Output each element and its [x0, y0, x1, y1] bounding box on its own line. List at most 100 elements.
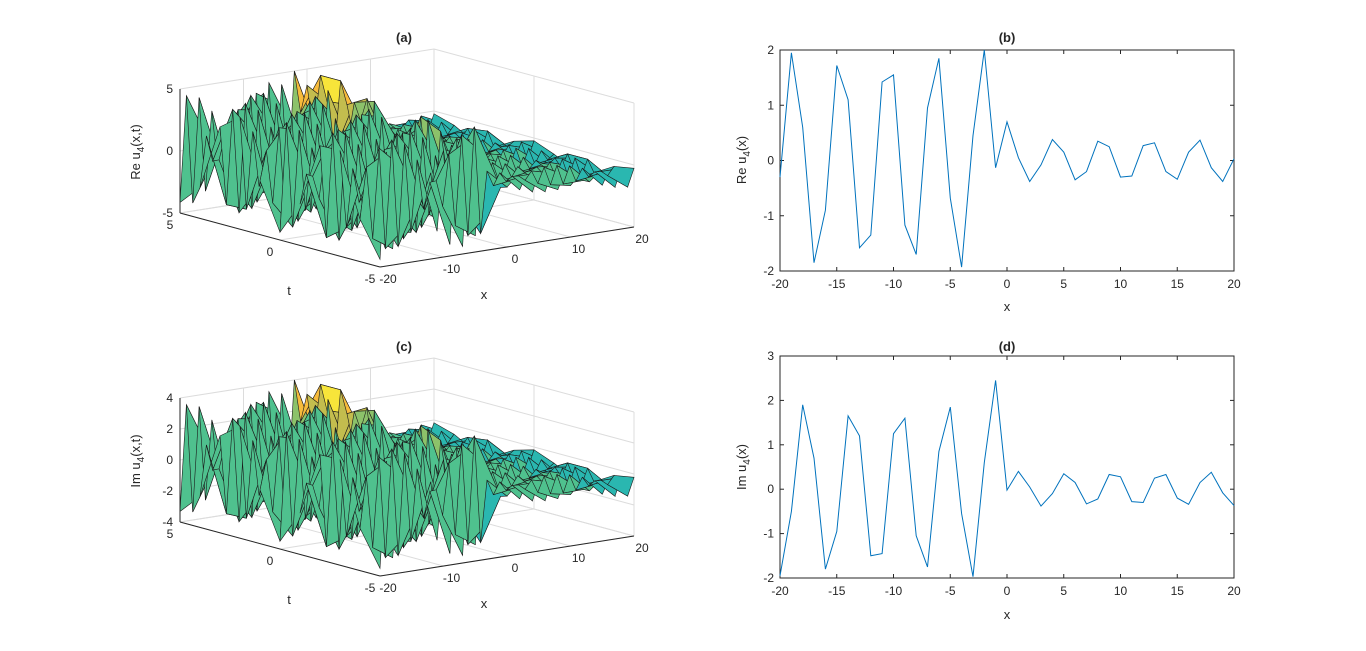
x-tick-label: -10 [885, 584, 903, 598]
z-axis-label-c: Im u4(x,t) [128, 434, 147, 487]
x-axis-label-b: x [1004, 299, 1011, 314]
x-tick-label: 10 [572, 242, 586, 256]
x-tick-label: 0 [1004, 584, 1011, 598]
z-tick-label: -4 [162, 515, 173, 529]
x-axis-line [379, 226, 635, 268]
y-tick-label: -5 [365, 272, 376, 286]
z-axis-label-main-c: Im u [128, 462, 143, 487]
y-tick-label: 0 [767, 154, 774, 168]
z-tick-label: 0 [166, 453, 173, 467]
y-axis-label-main-d: Im u [734, 465, 749, 490]
z-tick-label: 4 [166, 391, 173, 405]
x-tick-label: 10 [572, 551, 586, 565]
x-tick-label: 15 [1171, 584, 1185, 598]
z-axis-label-main-a: Re u [128, 152, 143, 179]
y-axis-label-tail-d: (x) [734, 444, 749, 459]
y-tick-label: 0 [267, 245, 274, 259]
x-tick-label: -20 [379, 272, 397, 286]
plot-box-d [779, 355, 1235, 579]
y-axis-label-tail-b: (x) [734, 136, 749, 151]
x-tick-label: 10 [1114, 277, 1128, 291]
z-tick-label: 2 [166, 422, 173, 436]
x-tick-label: 5 [1060, 584, 1067, 598]
panel-title-b: (b) [999, 30, 1016, 45]
y-tick-label: 1 [767, 98, 774, 112]
z-axis-label-sub-a: 4 [136, 146, 147, 152]
panel-title-c: (c) [396, 339, 412, 354]
z-tick-label: 5 [166, 82, 173, 96]
y-axis-line [179, 521, 381, 577]
x-tick-label: 5 [1060, 277, 1067, 291]
y-tick-label: 5 [167, 218, 174, 232]
x-tick-label: -5 [945, 277, 956, 291]
x-axis-label-c: x [481, 596, 488, 611]
x-tick-label: 15 [1171, 277, 1185, 291]
y-tick-label: 1 [767, 438, 774, 452]
x-tick-label: -15 [828, 584, 846, 598]
x-tick-label: 20 [635, 232, 649, 246]
line-series-b [779, 49, 1235, 268]
z-axis-label-a: Re u4(x,t) [128, 124, 147, 179]
x-tick-label: -10 [885, 277, 903, 291]
panel-title-a: (a) [396, 30, 412, 45]
y-tick-label: -1 [763, 209, 774, 223]
plot-box-b [779, 49, 1235, 272]
x-axis-line [379, 535, 635, 577]
x-tick-label: 20 [635, 541, 649, 555]
y-tick-label: 0 [267, 554, 274, 568]
z-axis-label-tail-c: (x,t) [128, 434, 143, 456]
x-tick-label: 0 [512, 252, 519, 266]
x-tick-label: 0 [1004, 277, 1011, 291]
x-tick-label: 0 [512, 561, 519, 575]
y-axis-label-sub-b: 4 [742, 151, 753, 157]
y-axis-line [179, 212, 381, 268]
panel-title-d: (d) [999, 339, 1016, 354]
x-tick-label: 20 [1227, 584, 1241, 598]
surface-face [607, 166, 635, 188]
y-tick-label: 2 [767, 393, 774, 407]
y-tick-label: 3 [767, 349, 774, 363]
z-tick-label: 0 [166, 144, 173, 158]
x-tick-label: 20 [1227, 277, 1241, 291]
y-tick-label: 2 [767, 43, 774, 57]
y-axis-label-c: t [287, 592, 291, 607]
y-tick-label: -5 [365, 581, 376, 595]
z-tick-label: -5 [162, 206, 173, 220]
y-tick-label: -2 [763, 571, 774, 585]
y-axis-label-a: t [287, 283, 291, 298]
surface-face [607, 475, 635, 497]
y-tick-label: 0 [767, 482, 774, 496]
y-tick-label: -2 [763, 264, 774, 278]
x-axis-label-a: x [481, 287, 488, 302]
x-tick-label: -20 [379, 581, 397, 595]
x-tick-label: -10 [443, 262, 461, 276]
x-tick-label: -5 [945, 584, 956, 598]
z-axis-label-sub-c: 4 [136, 456, 147, 462]
x-tick-label: -15 [828, 277, 846, 291]
x-tick-label: -10 [443, 571, 461, 585]
y-axis-label-b: Re u4(x) [734, 136, 753, 184]
z-axis-label-tail-a: (x,t) [128, 124, 143, 146]
x-tick-label: 10 [1114, 584, 1128, 598]
surface-mesh-a [179, 70, 635, 261]
x-tick-label: -20 [771, 584, 789, 598]
y-axis-label-sub-d: 4 [742, 459, 753, 465]
surface-mesh-c [179, 379, 635, 570]
y-axis-label-main-b: Re u [734, 157, 749, 184]
z-tick-label: -2 [162, 484, 173, 498]
y-tick-label: -1 [763, 527, 774, 541]
x-tick-label: -20 [771, 277, 789, 291]
line-series-d [779, 380, 1235, 577]
y-axis-label-d: Im u4(x) [734, 444, 753, 490]
x-axis-label-d: x [1004, 607, 1011, 622]
y-tick-label: 5 [167, 527, 174, 541]
